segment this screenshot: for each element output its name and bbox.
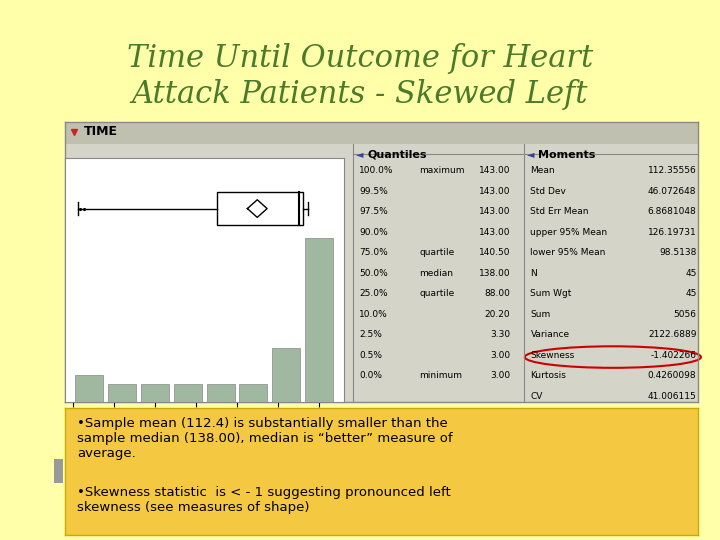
Text: -1.402266: -1.402266: [650, 351, 696, 360]
Bar: [76, 375, 104, 402]
Text: Skewness: Skewness: [531, 351, 575, 360]
Text: 100.0%: 100.0%: [359, 166, 394, 176]
FancyBboxPatch shape: [217, 192, 303, 225]
Text: TIME: TIME: [84, 125, 118, 138]
Text: 45: 45: [685, 269, 696, 278]
Text: Std Dev: Std Dev: [531, 187, 567, 196]
Bar: [207, 384, 235, 402]
Text: 143.00: 143.00: [479, 228, 510, 237]
Text: 50.0%: 50.0%: [359, 269, 388, 278]
Text: 0.5%: 0.5%: [359, 351, 382, 360]
Text: Moments: Moments: [538, 150, 595, 160]
Text: 5056: 5056: [673, 310, 696, 319]
Text: ◄: ◄: [356, 150, 364, 160]
Text: Sum: Sum: [531, 310, 551, 319]
Text: 3.30: 3.30: [490, 330, 510, 340]
Bar: [305, 238, 333, 402]
Bar: [174, 384, 202, 402]
Text: 143.00: 143.00: [479, 166, 510, 176]
Text: 41.006115: 41.006115: [648, 392, 696, 401]
Text: Quantiles: Quantiles: [367, 150, 426, 160]
Bar: [141, 384, 169, 402]
Bar: [108, 384, 136, 402]
Text: 138.00: 138.00: [479, 269, 510, 278]
Text: Time Until Outcome for Heart
Attack Patients - Skewed Left: Time Until Outcome for Heart Attack Pati…: [127, 43, 593, 110]
Text: 99.5%: 99.5%: [359, 187, 388, 196]
Text: 126.19731: 126.19731: [648, 228, 696, 237]
Text: N Missing: N Missing: [531, 413, 574, 421]
Text: N: N: [531, 269, 537, 278]
Bar: [240, 384, 267, 402]
Text: 25.0%: 25.0%: [359, 289, 388, 299]
Text: maximum: maximum: [420, 166, 465, 176]
Bar: [272, 348, 300, 402]
Text: upper 95% Mean: upper 95% Mean: [531, 228, 608, 237]
Text: Mean: Mean: [531, 166, 555, 176]
Text: lower 95% Mean: lower 95% Mean: [531, 248, 606, 258]
Text: minimum: minimum: [420, 372, 463, 380]
Text: 0.0%: 0.0%: [359, 372, 382, 380]
Text: 140.50: 140.50: [479, 248, 510, 258]
Text: 98.5138: 98.5138: [659, 248, 696, 258]
Text: 97.5%: 97.5%: [359, 207, 388, 217]
Text: 0.4260098: 0.4260098: [648, 372, 696, 380]
Text: quartile: quartile: [420, 248, 455, 258]
Text: 143.00: 143.00: [479, 207, 510, 217]
Text: median: median: [420, 269, 454, 278]
Text: 75.0%: 75.0%: [359, 248, 388, 258]
Text: Kurtosis: Kurtosis: [531, 372, 567, 380]
Text: 90.0%: 90.0%: [359, 228, 388, 237]
Text: 0: 0: [690, 413, 696, 421]
Text: Sum Wgt: Sum Wgt: [531, 289, 572, 299]
Text: Std Err Mean: Std Err Mean: [531, 207, 589, 217]
Text: ◄: ◄: [527, 150, 535, 160]
FancyBboxPatch shape: [65, 122, 698, 144]
Text: 2122.6889: 2122.6889: [648, 330, 696, 340]
Text: •Skewness statistic  is < - 1 suggesting pronounced left
skewness (see measures : •Skewness statistic is < - 1 suggesting …: [78, 487, 451, 515]
Text: 3.00: 3.00: [490, 372, 510, 380]
Text: 3.00: 3.00: [490, 351, 510, 360]
Text: 10.0%: 10.0%: [359, 310, 388, 319]
Text: 112.35556: 112.35556: [648, 166, 696, 176]
Text: 20.20: 20.20: [485, 310, 510, 319]
Text: 6.8681048: 6.8681048: [648, 207, 696, 217]
Text: •Sample mean (112.4) is substantially smaller than the
sample median (138.00), m: •Sample mean (112.4) is substantially sm…: [78, 416, 453, 460]
Text: 45: 45: [685, 289, 696, 299]
Text: 2.5%: 2.5%: [359, 330, 382, 340]
Text: CV: CV: [531, 392, 543, 401]
Text: 46.072648: 46.072648: [648, 187, 696, 196]
Text: quartile: quartile: [420, 289, 455, 299]
Text: Variance: Variance: [531, 330, 570, 340]
Text: 143.00: 143.00: [479, 187, 510, 196]
Text: 88.00: 88.00: [485, 289, 510, 299]
